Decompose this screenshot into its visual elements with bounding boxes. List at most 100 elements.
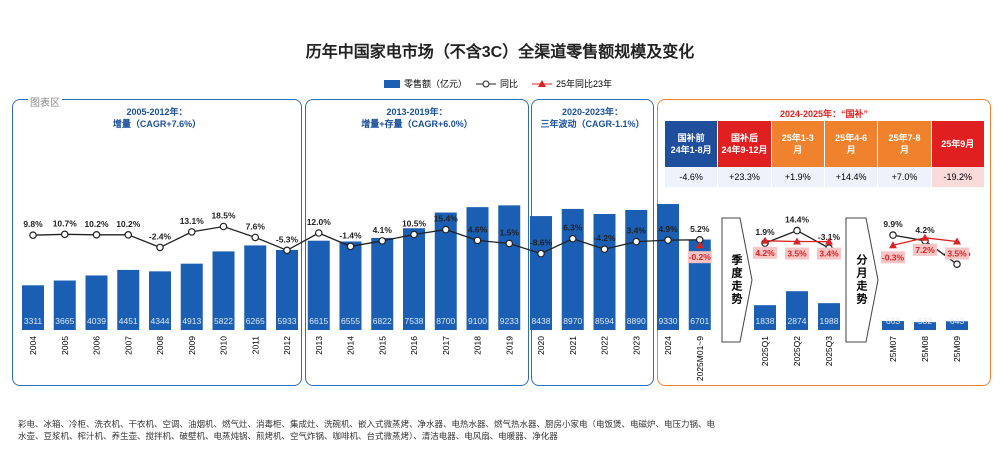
data-label: 10.2%	[116, 219, 141, 229]
label-box	[785, 247, 809, 260]
bar-label: 643	[950, 316, 964, 326]
data-label: 7.6%	[246, 221, 266, 231]
x-tick-label: 25M08	[920, 336, 930, 362]
data-label: -4.2%	[593, 233, 616, 243]
legend-label: 同比	[500, 78, 518, 89]
data-label: 4.2%	[755, 248, 775, 258]
label-box	[687, 251, 712, 264]
legend: 零售额（亿元） 同比 25年同比23年	[384, 78, 612, 89]
period-title: 2005-2012年：	[126, 107, 188, 117]
data-label: -8.6%	[530, 238, 553, 248]
marker	[953, 260, 961, 269]
bar-label: 3311	[24, 316, 43, 326]
period-subtitle: 增量（CAGR+7.6%）	[112, 119, 202, 129]
data-label: -0.2%	[689, 252, 712, 262]
bar	[946, 321, 968, 330]
data-label: 14.4%	[785, 215, 810, 225]
x-tick-label: 2014	[346, 336, 356, 355]
legend-swatch	[384, 80, 400, 88]
bar	[818, 303, 840, 330]
bar	[371, 237, 394, 330]
bar-label: 582	[918, 316, 932, 326]
marker	[314, 229, 323, 237]
data-label: 4.6%	[468, 224, 488, 234]
period-title: 2020-2023年：	[561, 107, 624, 117]
data-label: 1.9%	[755, 227, 775, 237]
bar-label: 9330	[659, 316, 678, 326]
label-box	[817, 247, 841, 260]
marker	[124, 231, 133, 239]
data-label: 10.2%	[84, 219, 109, 229]
table-header: 25年7-8 月	[878, 121, 932, 167]
marker	[537, 249, 545, 258]
marker	[568, 234, 577, 243]
x-tick-label: 2024	[663, 336, 673, 355]
x-tick-label: 2018	[473, 336, 483, 355]
period-box: 2013-2019年： 增量+存量（CAGR+6.0%）	[305, 99, 529, 386]
bar-label: 4039	[87, 316, 106, 326]
x-tick-label: 2021	[568, 336, 578, 355]
table-header: 25年9月	[931, 121, 985, 167]
table: 国补前 24年1-8月 -4.6% 国补后 24年9-12月 +23.3% 25年1-3…	[665, 121, 985, 187]
data-label: 15.4%	[434, 214, 459, 224]
x-tick-label: 2009	[187, 336, 197, 355]
bar-label: 9100	[468, 316, 487, 326]
x-tick-label: 2015	[377, 336, 387, 355]
chart-title: 历年中国家电市场（不含3C）全渠道零售额规模及变化	[305, 44, 695, 61]
legend-swatch	[538, 80, 546, 87]
legend-swatch	[482, 80, 490, 88]
arrow	[845, 217, 879, 343]
bar	[914, 322, 936, 330]
marker	[251, 233, 260, 242]
bar	[85, 275, 108, 330]
x-tick-label: 2025Q2	[792, 336, 802, 367]
legend-label: 零售额（亿元）	[404, 78, 467, 89]
data-label: 5.2%	[690, 224, 710, 234]
table-cell: +14.4%	[825, 167, 879, 187]
bar	[657, 204, 679, 330]
table-header: 25年1-3 月	[771, 121, 825, 167]
x-tick-label: 2013	[314, 336, 324, 355]
x-tick-label: 2016	[409, 336, 419, 355]
marker	[695, 241, 704, 249]
bar-label: 6615	[309, 316, 328, 326]
period-title: 2013-2019年：	[386, 107, 448, 117]
bar-label: 4451	[119, 316, 138, 326]
label-box	[753, 246, 777, 259]
marker	[825, 237, 833, 245]
bar	[530, 216, 552, 330]
marker	[793, 237, 801, 245]
x-tick-label: 2004	[28, 336, 38, 355]
table-header: 国补前 24年1-8月	[665, 121, 719, 167]
bar	[149, 271, 171, 330]
x-tick-label: 2012	[282, 336, 292, 355]
bar-label: 8970	[563, 316, 582, 326]
marker	[600, 245, 609, 254]
data-label: 6.3%	[563, 223, 583, 233]
bar	[53, 280, 76, 330]
arrow-label: 分月走势	[855, 253, 869, 306]
marker	[60, 230, 69, 239]
bar	[593, 213, 616, 330]
bar	[117, 269, 140, 330]
data-label: 1.5%	[500, 228, 520, 238]
bar-label: 6701	[690, 316, 709, 326]
marker	[473, 236, 482, 245]
bar-label: 4913	[182, 316, 201, 326]
data-label: 4.9%	[658, 224, 678, 234]
data-label: -3.1%	[818, 232, 841, 242]
x-tick-label: 2005	[60, 336, 70, 355]
bar-label: 8438	[532, 316, 551, 326]
table-cell: -4.6%	[665, 167, 719, 187]
marker	[219, 222, 228, 231]
bar	[403, 228, 425, 330]
bar	[276, 249, 298, 330]
x-tick-label: 2010	[219, 336, 229, 355]
data-label: 13.1%	[180, 216, 205, 226]
data-label: 3.5%	[787, 249, 807, 259]
x-tick-label: 2023	[631, 336, 641, 355]
data-label: 18.5%	[211, 211, 236, 221]
legend-label: 25年同比23年	[556, 78, 612, 89]
data-label: 3.5%	[947, 249, 967, 259]
